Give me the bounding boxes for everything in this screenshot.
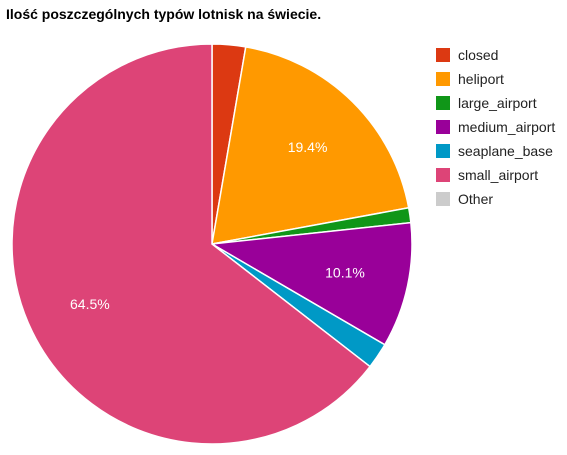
legend-item-seaplane-base[interactable]: seaplane_base — [436, 139, 555, 163]
legend-swatch — [436, 144, 450, 158]
legend-swatch — [436, 96, 450, 110]
legend-label: small_airport — [458, 167, 539, 183]
legend-label: closed — [458, 47, 499, 63]
legend-label: seaplane_base — [458, 143, 553, 159]
legend-label: heliport — [458, 71, 504, 87]
legend-item-closed[interactable]: closed — [436, 43, 555, 67]
pie-slices — [11, 43, 413, 445]
legend-swatch — [436, 72, 450, 86]
pie-slice-small-airport[interactable] — [11, 43, 372, 445]
legend-swatch — [436, 192, 450, 206]
pie-label-medium-airport: 10.1% — [325, 264, 365, 280]
legend-swatch — [436, 48, 450, 62]
legend-label: Other — [458, 191, 494, 207]
pie-label-small-airport: 64.5% — [70, 296, 110, 312]
chart-title: Ilość poszczególnych typów lotnisk na św… — [6, 6, 322, 22]
legend-item-other[interactable]: Other — [436, 187, 555, 211]
legend-item-large-airport[interactable]: large_airport — [436, 91, 555, 115]
pie-labels: 19.4% 10.1% 64.5% — [70, 139, 365, 312]
legend-item-heliport[interactable]: heliport — [436, 67, 555, 91]
legend-label: medium_airport — [458, 119, 556, 135]
legend: closed heliport large_airport medium_airpor… — [436, 43, 555, 211]
legend-item-small-airport[interactable]: small_airport — [436, 163, 555, 187]
pie-slice-heliport[interactable] — [211, 46, 410, 245]
pie-label-heliport: 19.4% — [288, 139, 328, 155]
pie-slice-medium-airport[interactable] — [209, 221, 413, 346]
legend-swatch — [436, 168, 450, 182]
legend-swatch — [436, 120, 450, 134]
legend-item-medium-airport[interactable]: medium_airport — [436, 115, 555, 139]
legend-label: large_airport — [458, 95, 537, 111]
